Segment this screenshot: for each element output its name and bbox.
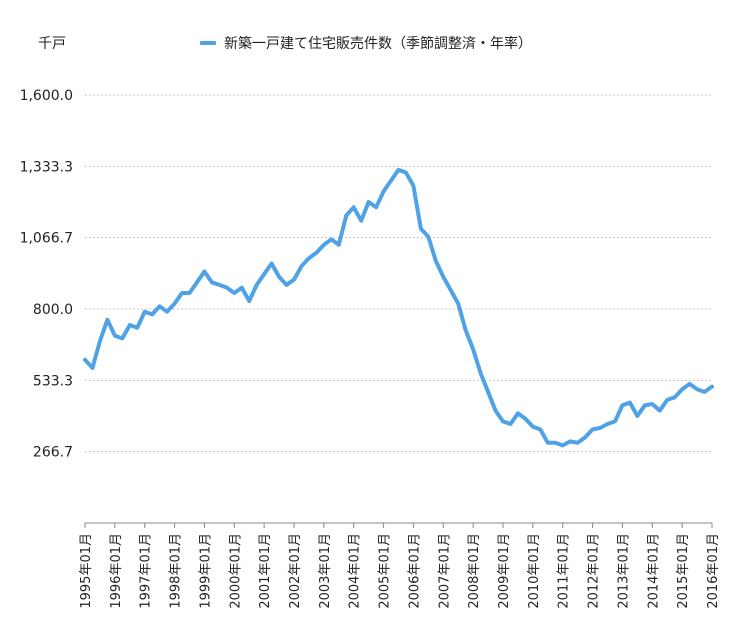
x-tick-label: 2000年01月 xyxy=(228,533,243,609)
x-tick-label: 1996年01月 xyxy=(109,533,124,609)
x-tick-label: 2010年01月 xyxy=(527,533,542,609)
x-tick-label: 2003年01月 xyxy=(318,533,333,609)
x-tick-label: 1995年01月 xyxy=(79,533,94,609)
y-tick-label: 800.0 xyxy=(33,302,73,318)
x-tick-label: 2005年01月 xyxy=(378,533,393,609)
x-tick-label: 2013年01月 xyxy=(616,533,631,609)
x-tick-label: 1997年01月 xyxy=(139,533,154,609)
x-tick-label: 1998年01月 xyxy=(169,533,184,609)
y-tick-label: 533.3 xyxy=(33,373,73,389)
x-tick-label: 2001年01月 xyxy=(258,533,273,609)
x-tick-label: 2011年01月 xyxy=(557,533,572,609)
x-tick-label: 2009年01月 xyxy=(497,533,512,609)
x-tick-label: 2004年01月 xyxy=(348,533,363,609)
x-tick-label: 2015年01月 xyxy=(676,533,691,609)
legend-label: 新築一戸建て住宅販売件数（季節調整済・年率） xyxy=(224,36,532,52)
x-tick-label: 2008年01月 xyxy=(467,533,482,609)
y-tick-label: 1,066.7 xyxy=(20,231,73,247)
series-line xyxy=(83,167,714,448)
legend: 新築一戸建て住宅販売件数（季節調整済・年率） xyxy=(200,33,532,53)
y-tick-label: 1,600.0 xyxy=(20,88,73,104)
x-tick-label: 2007年01月 xyxy=(437,533,452,609)
x-tick-label: 2012年01月 xyxy=(587,533,602,609)
x-tick-label: 2014年01月 xyxy=(646,533,661,609)
y-tick-label: 266.7 xyxy=(33,445,73,461)
x-tick-label: 2006年01月 xyxy=(407,533,422,609)
y-tick-label: 1,333.3 xyxy=(20,159,73,175)
y-unit-label: 千戸 xyxy=(38,36,66,52)
legend-swatch xyxy=(200,41,216,45)
x-tick-label: 2016年01月 xyxy=(706,533,721,609)
x-tick-label: 2002年01月 xyxy=(288,533,303,609)
x-tick-label: 1999年01月 xyxy=(198,533,213,609)
